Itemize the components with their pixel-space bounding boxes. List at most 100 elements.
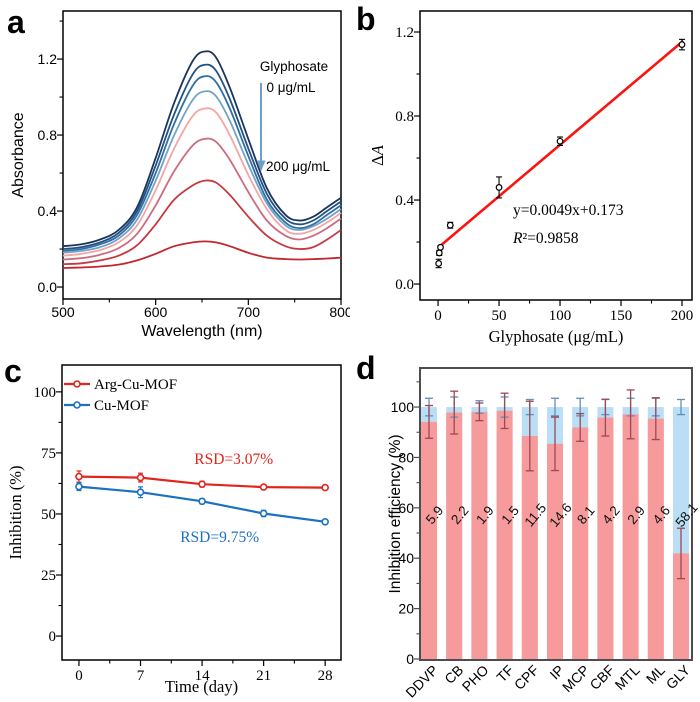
calibration-point (678, 41, 686, 49)
y-tick-label: 20 (398, 601, 414, 617)
y-tick-label: 0 (406, 651, 414, 667)
spectrum-curve-8 (62, 240, 342, 269)
x-tick-label: 100 (549, 308, 572, 324)
y-tick-label: 25 (41, 568, 56, 584)
annotation-end-conc: 200 μg/mL (266, 159, 331, 174)
bar-pink-IP (547, 443, 563, 659)
series-marker (198, 480, 206, 488)
series-marker (136, 488, 145, 497)
category-label-CPF: CPF (511, 662, 542, 693)
x-tick-label: 150 (610, 308, 633, 324)
bar-pink-MTL (622, 414, 639, 659)
legend-marker (73, 401, 81, 409)
series-marker (75, 482, 83, 491)
series-marker (321, 517, 329, 526)
x-axis-label: Time (day) (165, 677, 238, 696)
bar-pink-DDVP (421, 421, 437, 659)
y-tick-label: 1.2 (395, 25, 414, 41)
y-tick-label: 40 (398, 550, 414, 566)
fit-equation-text: y=0.0049x+0.173 (513, 202, 624, 219)
bar-pink-MCP (572, 427, 589, 659)
x-tick-label: 600 (144, 304, 168, 320)
plot-frame (419, 367, 693, 661)
x-tick-label: 800 (329, 304, 350, 320)
y-tick-label: 0.0 (395, 277, 414, 293)
bar-pink-ML (647, 418, 664, 659)
x-tick-label: 50 (492, 308, 507, 324)
series-marker (259, 509, 268, 518)
category-label-CBF: CBF (586, 662, 617, 693)
panel-letter-c: c (4, 353, 22, 389)
plot-frame (62, 10, 342, 300)
absorbance-spectra-chart: 500 600 700 800 0.0 0.4 0.8 1.2 Wavelength (nm) A… (10, 10, 350, 340)
spectrum-curve-1 (62, 50, 342, 248)
annotation-start-conc: 0 μg/mL (266, 80, 316, 95)
bar-pink-GLY (673, 553, 689, 659)
spectrum-curve-3 (62, 75, 342, 252)
bar-pink-CB (446, 412, 463, 659)
calibration-point (435, 260, 443, 267)
x-tick-label: 0 (434, 308, 442, 324)
calibration-point (437, 243, 444, 251)
category-label-MTL: MTL (612, 662, 643, 693)
x-tick-label: 500 (51, 304, 75, 320)
series-marker (198, 497, 206, 506)
calibration-point (446, 221, 454, 229)
spectrum-curve-2 (62, 63, 342, 250)
category-label-DDVP: DDVP (402, 662, 441, 701)
bar-pink-TF (496, 410, 513, 659)
x-tick-label: 700 (237, 304, 261, 320)
y-tick-label: 60 (398, 500, 414, 516)
x-axis-label: Wavelength (nm) (141, 323, 262, 340)
y-tick-label: 0.4 (38, 203, 58, 219)
y-tick-label: 100 (34, 385, 57, 401)
rsd-annotation: RSD=9.75% (180, 529, 259, 546)
bar-pink-CBF (597, 417, 614, 659)
spectrum-curve-7 (62, 179, 342, 266)
series-marker (259, 483, 268, 491)
y-tick-label: 0.4 (395, 193, 414, 209)
arrow-head-icon (256, 160, 266, 172)
y-axis-label: ΔA (368, 144, 387, 166)
panel-letter-b: b (356, 1, 376, 37)
legend-marker (73, 380, 81, 388)
annotation-glyphosate: Glyphosate (260, 59, 328, 74)
rsd-annotation: RSD=3.07% (194, 451, 273, 468)
y-tick-label: 80 (398, 449, 414, 465)
category-label-GLY: GLY (663, 661, 694, 692)
x-tick-label: 0 (75, 668, 83, 684)
y-tick-label: 0.8 (395, 109, 414, 125)
category-label-MCP: MCP (559, 662, 592, 695)
y-axis-label: Absorbance (10, 112, 27, 197)
calibration-point (495, 184, 503, 191)
legend-label: Arg-Cu-MOF (94, 377, 177, 393)
y-tick-label: 75 (41, 446, 56, 462)
calibration-curve-chart: 0 50 100 150 200 0.0 0.4 0.8 1.2 Glyphosate (μg/m… (368, 10, 694, 346)
bar-pink-CPF (521, 436, 538, 659)
x-tick-label: 7 (137, 668, 145, 684)
series-marker (136, 473, 145, 482)
r-squared-text: R²=0.9858 (512, 230, 579, 247)
y-tick-label: 0.8 (38, 127, 58, 143)
panel-letter-d: d (356, 350, 376, 386)
y-tick-label: 50 (41, 507, 56, 523)
y-axis-label: Inhibition efficiency (%) (387, 434, 404, 593)
category-label-PHO: PHO (459, 662, 492, 695)
x-tick-label: 200 (671, 308, 694, 324)
calibration-point (556, 137, 564, 145)
panel-letter-a: a (7, 4, 25, 40)
legend-label: Cu-MOF (94, 398, 149, 414)
y-tick-label: 100 (391, 399, 415, 415)
y-tick-label: 1.2 (38, 51, 58, 67)
x-tick-label: 14 (195, 668, 211, 684)
spectrum-curve-4 (62, 90, 342, 254)
plot-frame (419, 10, 693, 301)
series-marker (75, 472, 83, 481)
spectrum-curve-5 (62, 107, 342, 257)
x-axis-label: Glyphosate (μg/mL) (489, 327, 624, 346)
stability-line-chart: 0 7 14 21 28 0 25 50 75 100 Time (day) Inhibition (… (6, 364, 342, 696)
calibration-point (435, 249, 443, 257)
series-marker (321, 483, 329, 492)
